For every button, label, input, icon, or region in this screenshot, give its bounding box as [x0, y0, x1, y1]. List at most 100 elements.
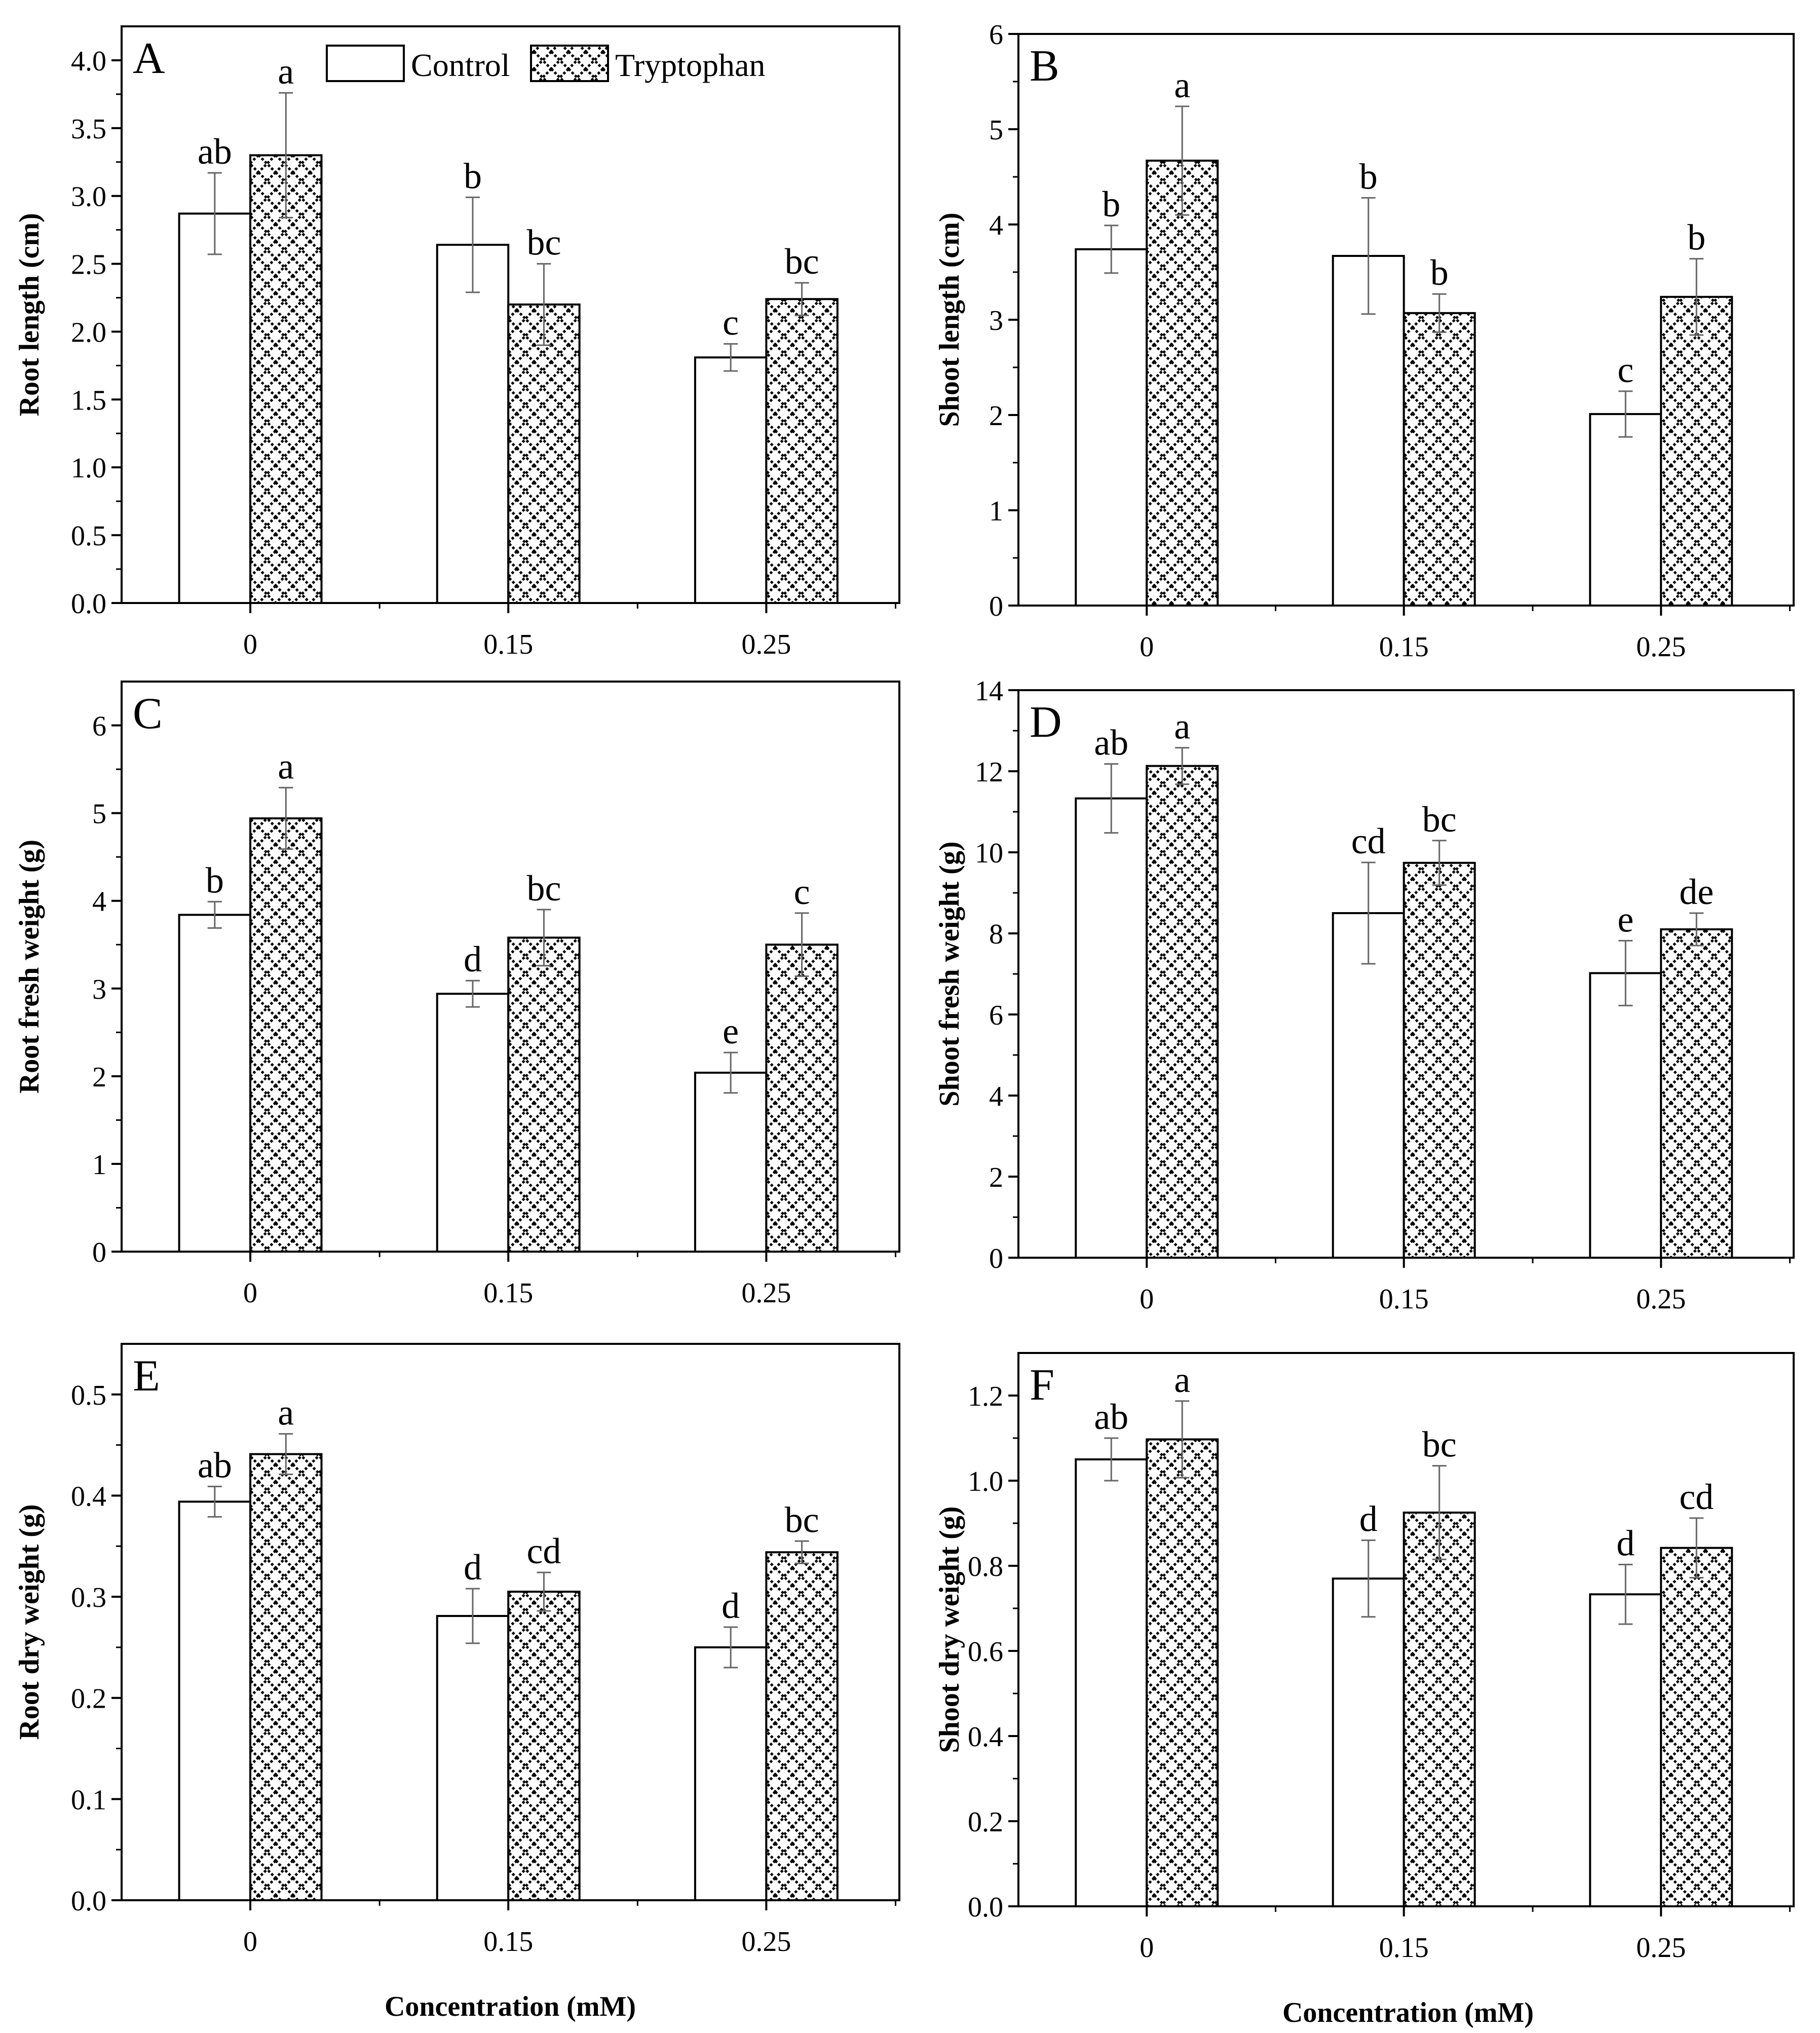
- bar-control-0_15: [436, 993, 510, 1253]
- error-bar-tryptophan-0_15: [1432, 840, 1447, 886]
- panel-label-f: F: [1030, 1361, 1054, 1410]
- y-tick-label: 5: [92, 799, 106, 830]
- error-bar-control-0_15: [1361, 861, 1376, 965]
- significance-letter: b: [1687, 217, 1705, 258]
- significance-letter: cd: [1351, 821, 1386, 861]
- y-tick-label: 0.4: [71, 1481, 106, 1512]
- y-axis-label-b: Shoot length (cm): [934, 212, 965, 427]
- error-bar-control-0: [1104, 224, 1119, 274]
- x-tick-label: 0: [243, 1926, 257, 1957]
- y-tick-label: 0.5: [71, 520, 106, 552]
- panel-label-c: C: [133, 689, 163, 738]
- bar-control-0: [1075, 1458, 1148, 1907]
- error-bar-tryptophan-0: [279, 1433, 293, 1476]
- y-tick-label: 4: [92, 886, 106, 918]
- y-tick-label: 1.0: [968, 1466, 1003, 1497]
- y-tick-label: 0.3: [71, 1582, 106, 1613]
- y-tick-label: 2: [92, 1062, 106, 1093]
- panel-label-b: B: [1030, 42, 1059, 91]
- panel-b: b b c a b b 0 1 2 3 4 5 6 0 0.15 0.25 B Shoot length (cm): [934, 19, 1795, 663]
- error-bar-control-0_15: [465, 196, 480, 293]
- error-bar-tryptophan-0_25: [794, 1540, 809, 1564]
- bar-tryptophan-0_15: [507, 303, 581, 604]
- significance-letter: b: [1102, 184, 1120, 224]
- bar-control-0: [1075, 248, 1148, 607]
- legend: Control Tryptophan: [326, 45, 765, 83]
- significance-letter: ab: [1094, 1397, 1128, 1437]
- y-axis-label-f: Shoot dry weight (g): [934, 1507, 965, 1753]
- y-tick-label: 1.2: [968, 1381, 1003, 1412]
- y-tick-label: 5: [989, 115, 1003, 146]
- y-tick-label: 4: [989, 1081, 1003, 1112]
- error-bar-control-0_25: [724, 1051, 738, 1094]
- significance-letter: ab: [198, 1445, 232, 1485]
- legend-swatch-control: [326, 45, 405, 82]
- bar-control-0_25: [694, 1646, 768, 1902]
- bar-control-0_25: [1589, 972, 1662, 1259]
- error-bar-tryptophan-0: [1175, 747, 1190, 785]
- bar-control-0: [178, 1500, 252, 1901]
- y-tick-label: 12: [975, 757, 1003, 788]
- y-tick-label: 0: [989, 1243, 1003, 1274]
- y-tick-label: 0.1: [71, 1784, 106, 1816]
- significance-letter: e: [723, 1011, 739, 1051]
- error-bar-tryptophan-0_15: [537, 263, 551, 346]
- panel-c: b d e a bc c 0 1 2 3 4 5 6 0 0.15 0.25 C Root fresh weigh…: [14, 681, 900, 1309]
- y-tick-label: 0: [92, 1237, 106, 1268]
- y-tick-label: 0: [989, 591, 1003, 622]
- y-tick-label: 0.5: [71, 1380, 106, 1411]
- significance-letter: d: [1359, 1499, 1378, 1539]
- significance-letter: c: [1617, 350, 1634, 390]
- y-tick-label: 1.0: [71, 453, 106, 484]
- y-tick-label: 3.5: [71, 114, 106, 145]
- y-tick-label: 2.0: [71, 317, 106, 348]
- x-tick-label: 0.25: [1636, 1932, 1686, 1964]
- plot-frame: [121, 681, 900, 1253]
- significance-letter: d: [722, 1586, 740, 1626]
- significance-letter: bc: [785, 1499, 819, 1540]
- error-bar-control-0_25: [1618, 939, 1633, 1006]
- panel-label-d: D: [1030, 698, 1062, 747]
- bar-control-0_15: [436, 244, 510, 604]
- y-tick-label: 0.2: [71, 1683, 106, 1715]
- significance-letter: bc: [526, 868, 561, 909]
- significance-letter: b: [464, 156, 482, 196]
- significance-letter: bc: [526, 222, 561, 263]
- error-bar-tryptophan-0_15: [1432, 1465, 1447, 1560]
- y-tick-label: 6: [92, 711, 106, 742]
- error-bar-control-0_15: [465, 1588, 480, 1644]
- significance-letter: d: [464, 939, 482, 980]
- bar-tryptophan-0: [1146, 1438, 1219, 1907]
- significance-letter: bc: [785, 241, 819, 282]
- bar-tryptophan-0_15: [507, 936, 581, 1253]
- y-tick-label: 4: [989, 210, 1003, 241]
- bar-tryptophan-0: [249, 154, 323, 604]
- error-bar-tryptophan-0_15: [1432, 293, 1447, 333]
- bar-tryptophan-0_15: [1402, 1512, 1476, 1907]
- bar-tryptophan-0: [249, 1453, 323, 1901]
- y-tick-label: 2: [989, 400, 1003, 432]
- error-bar-control-0: [207, 900, 222, 929]
- y-tick-label: 0.0: [968, 1892, 1003, 1923]
- x-tick-label: 0.15: [1379, 1284, 1429, 1315]
- y-tick-label: 0.0: [71, 1886, 106, 1917]
- bar-tryptophan-0: [1146, 765, 1219, 1259]
- y-axis-label-a: Root length (cm): [14, 213, 45, 416]
- error-bar-tryptophan-0: [279, 92, 293, 219]
- significance-letter: a: [1174, 65, 1190, 105]
- bar-control-0_15: [436, 1615, 510, 1901]
- error-bar-control-0_25: [1618, 390, 1633, 438]
- error-bar-tryptophan-0_25: [1689, 258, 1704, 336]
- y-tick-label: 0.0: [71, 588, 106, 620]
- error-bar-control-0: [1104, 763, 1119, 834]
- error-bar-tryptophan-0: [1175, 105, 1190, 216]
- x-tick-label: 0.15: [483, 629, 533, 660]
- significance-letter: e: [1617, 899, 1634, 939]
- error-bar-tryptophan-0_15: [537, 1571, 551, 1612]
- y-axis-label-e: Root dry weight (g): [14, 1504, 45, 1740]
- x-tick-label: 0: [243, 629, 257, 660]
- y-tick-label: 1: [92, 1149, 106, 1181]
